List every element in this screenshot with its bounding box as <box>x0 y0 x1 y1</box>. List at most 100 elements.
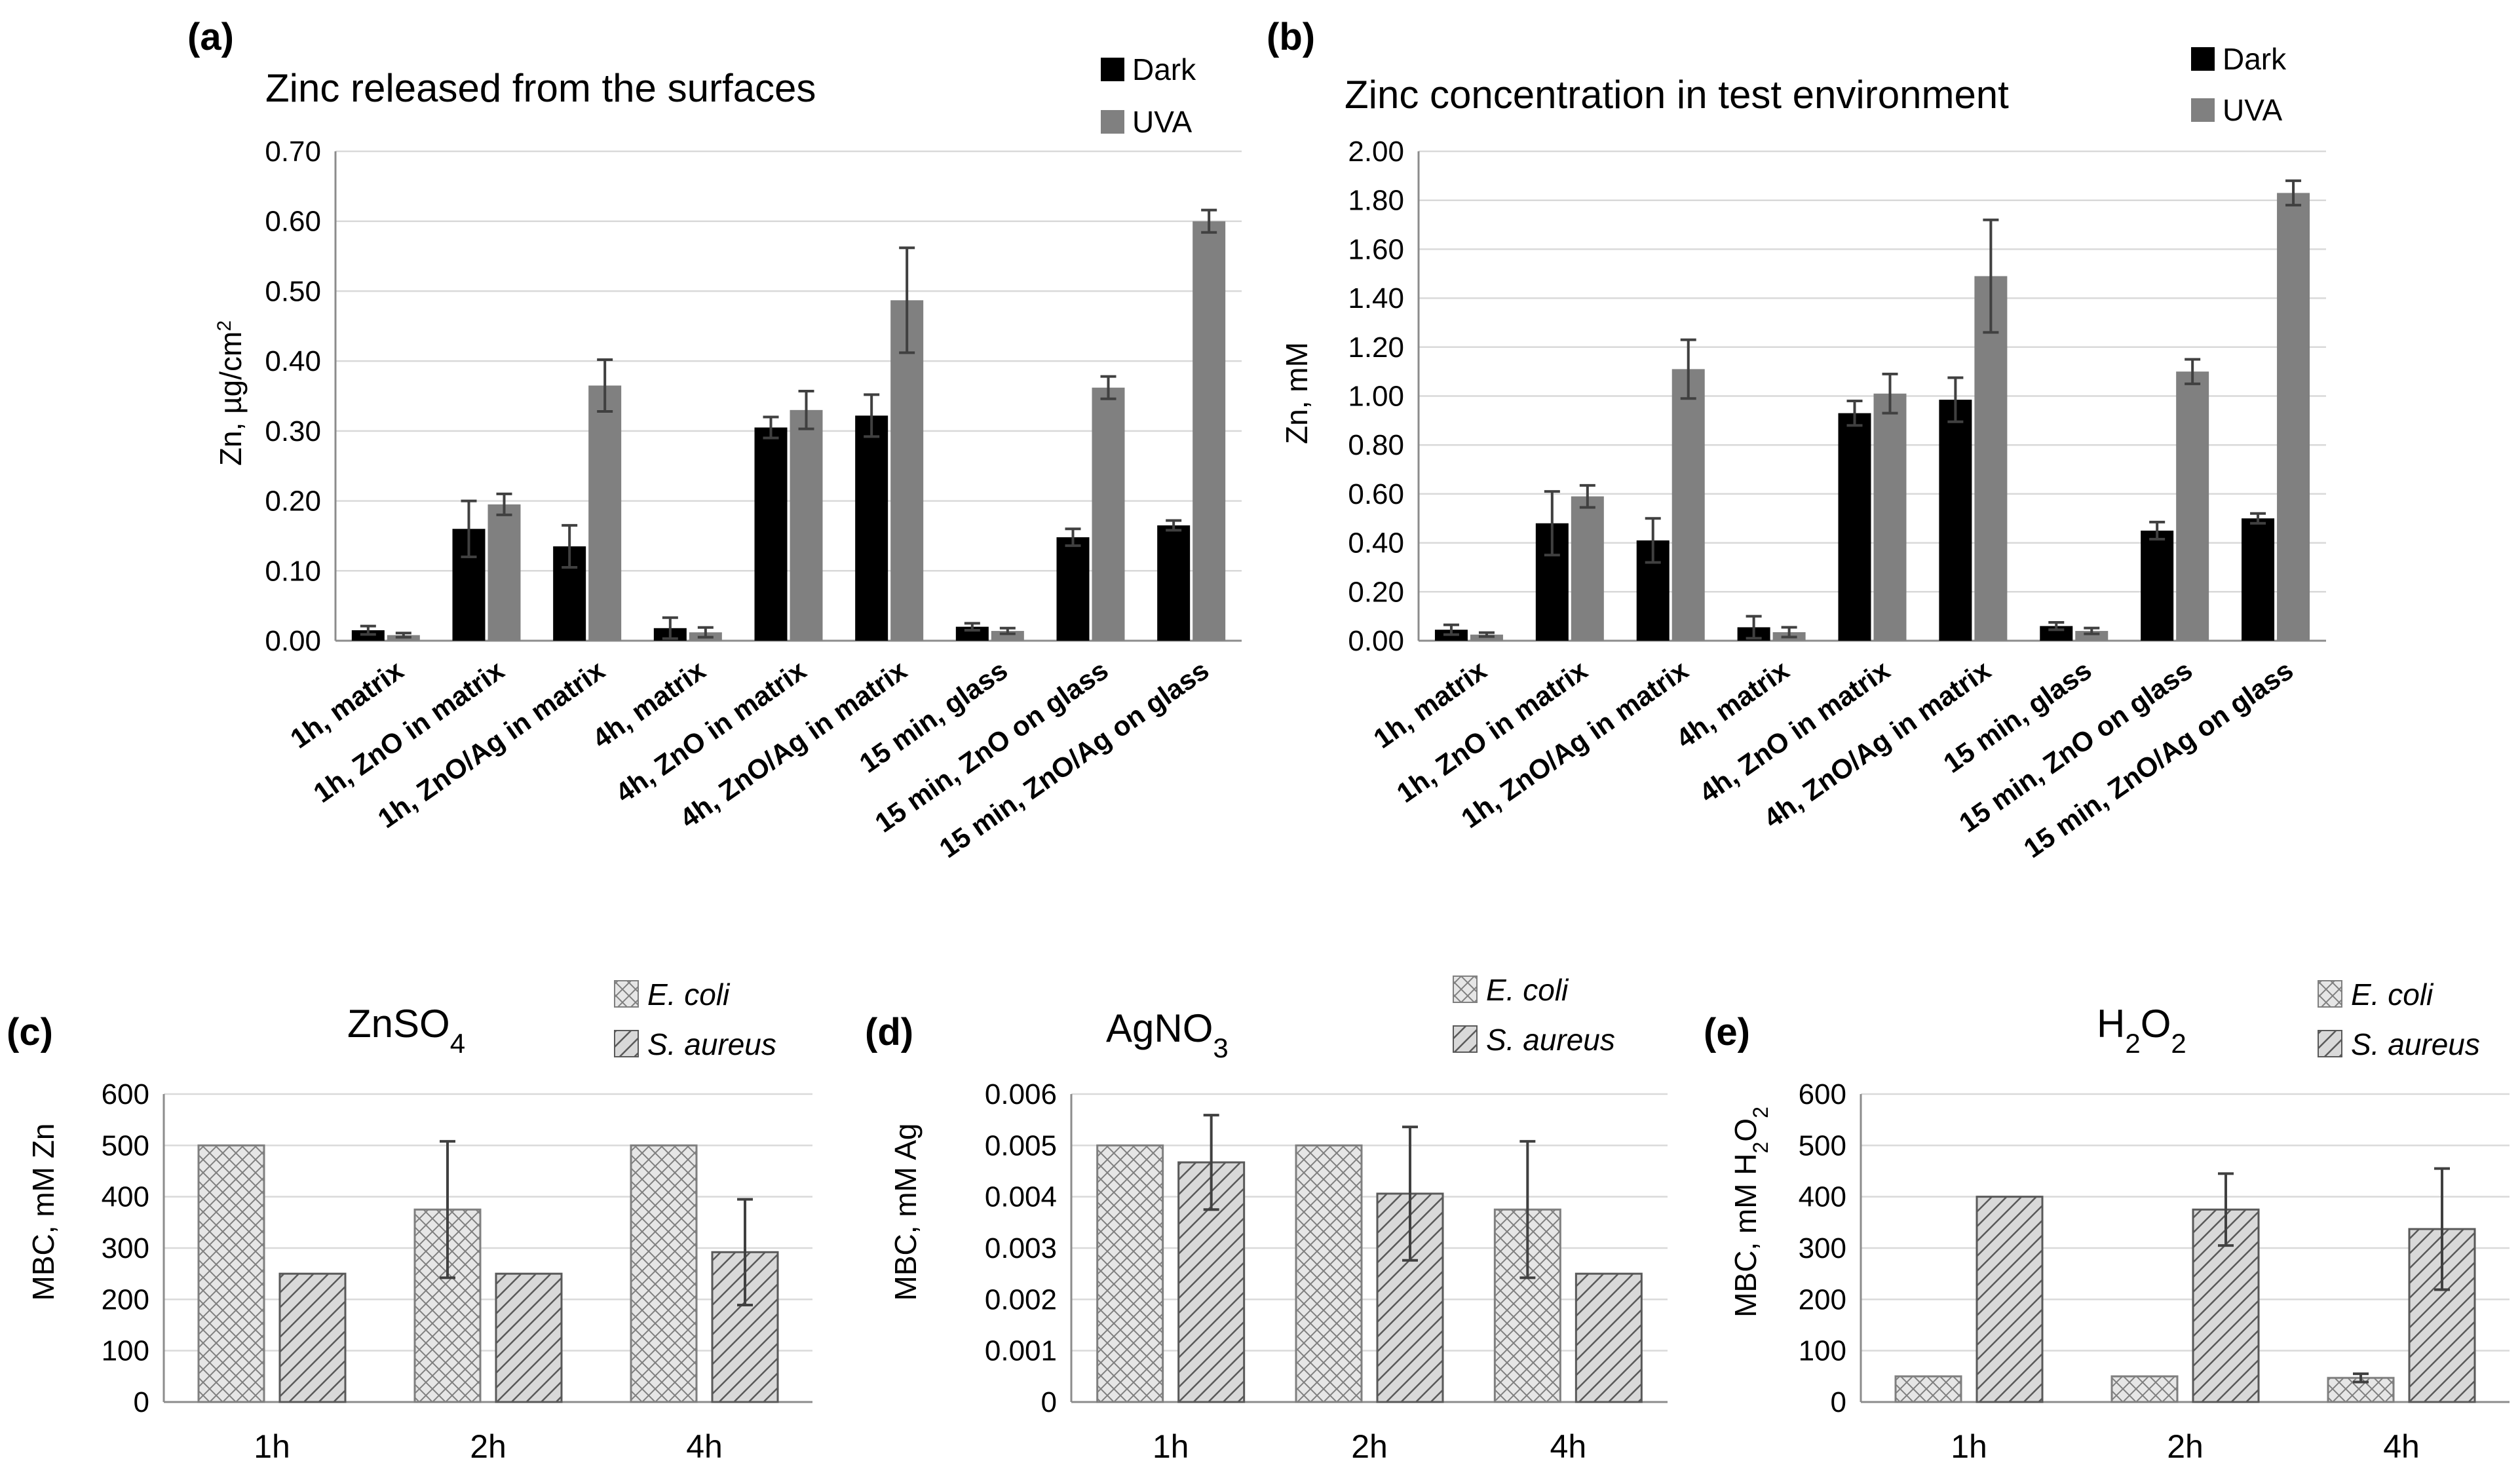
bar-uva-8 <box>1193 221 1226 641</box>
bar-e-coli-2 <box>630 1144 698 1403</box>
bar-uva-5 <box>1974 276 2008 641</box>
y-tick-label: 1.20 <box>1348 332 1404 364</box>
y-tick-label: 0.40 <box>265 345 321 377</box>
bar-uva-4 <box>1873 393 1907 641</box>
panel-e-ylabel-p1: MBC, mM H <box>1728 1153 1763 1317</box>
y-tick-label: 1.40 <box>1348 282 1404 314</box>
x-category-label: 4h <box>686 1428 723 1465</box>
legend-label-dark: Dark <box>1132 52 1196 86</box>
legend-label-saureus: S. aureus <box>1486 1023 1615 1057</box>
panel-a-ylabel-sup: 2 <box>214 320 235 332</box>
panel-c-title: ZnSO4 <box>347 1002 465 1059</box>
bar-s-aureus-0 <box>278 1272 347 1403</box>
panel-a-ylabel-text: Zn, µg/cm <box>214 332 248 466</box>
y-tick-label: 0.00 <box>1348 625 1404 657</box>
panel-e-title-s2: 2 <box>2171 1028 2186 1059</box>
panel-c-title-text: ZnSO <box>347 1002 450 1046</box>
y-tick-label: 0.60 <box>265 206 321 238</box>
y-tick-label: 0.80 <box>1348 429 1404 461</box>
panel-e-ylabel: MBC, mM H2O2 <box>1728 1107 1772 1317</box>
y-tick-label: 0.002 <box>985 1283 1057 1316</box>
y-tick-label: 0.30 <box>265 415 321 447</box>
panel-d-ylabel: MBC, mM Ag <box>888 1124 923 1301</box>
panel-e-ylabel-s1: 2 <box>1749 1142 1772 1154</box>
bar-uva-1 <box>1571 496 1604 641</box>
legend-label-ecoli: E. coli <box>1486 973 1569 1007</box>
bar-s-aureus-1 <box>495 1272 563 1403</box>
bar-uva-6 <box>2075 631 2109 641</box>
legend-label-uva: UVA <box>1132 105 1192 139</box>
bar-dark-6 <box>955 626 989 641</box>
panel-c-title-sub: 4 <box>450 1028 465 1059</box>
y-tick-label: 300 <box>102 1232 149 1264</box>
legend-label-dark: Dark <box>2223 42 2287 76</box>
bar-e-coli-0 <box>1894 1375 1962 1403</box>
x-category-label: 4h <box>2383 1428 2420 1465</box>
y-tick-label: 600 <box>1799 1078 1846 1110</box>
panel-d-title: AgNO3 <box>1106 1006 1229 1063</box>
legend-label-saureus: S. aureus <box>2351 1027 2480 1061</box>
x-category-label: 2h <box>2167 1428 2204 1465</box>
bar-dark-4 <box>754 427 788 641</box>
legend-swatch-saureus <box>614 1030 639 1057</box>
bar-uva-7 <box>2176 371 2209 641</box>
y-tick-label: 0 <box>1831 1386 1846 1418</box>
panel-a-label: (a) <box>187 16 234 58</box>
y-tick-label: 1.80 <box>1348 185 1404 217</box>
bar-dark-5 <box>1939 400 1972 641</box>
panel-e-title: H2O2 <box>2097 1002 2186 1059</box>
panel-e-plot: 0 100 200 300 400 500 600 1h 2h 4h <box>1799 1078 2510 1465</box>
bar-e-coli-1 <box>2110 1375 2179 1403</box>
bar-e-coli-0 <box>197 1144 265 1403</box>
y-tick-label: 400 <box>1799 1181 1846 1213</box>
bar-s-aureus-0 <box>1976 1196 2044 1403</box>
y-tick-label: 200 <box>1799 1283 1846 1316</box>
panel-b-ylabel: Zn, mM <box>1280 342 1314 444</box>
y-tick-label: 0.005 <box>985 1129 1057 1162</box>
x-category-label: 2h <box>470 1428 506 1465</box>
bar-dark-8 <box>2242 518 2275 641</box>
y-tick-label: 100 <box>1799 1335 1846 1367</box>
panel-d-legend: E. coli S. aureus <box>1453 973 1615 1057</box>
panel-e-title-p1: H <box>2097 1002 2125 1046</box>
x-category-label: 1h <box>1153 1428 1189 1465</box>
x-category-label: 1h <box>1951 1428 1987 1465</box>
legend-swatch-saureus <box>2318 1030 2342 1057</box>
bar-e-coli-1 <box>1295 1144 1363 1403</box>
y-tick-label: 500 <box>1799 1129 1846 1162</box>
y-tick-label: 0.001 <box>985 1335 1057 1367</box>
y-tick-label: 300 <box>1799 1232 1846 1264</box>
bar-uva-4 <box>790 409 823 641</box>
y-tick-label: 500 <box>102 1129 149 1162</box>
bar-uva-1 <box>487 504 521 641</box>
panel-a: (a) Zinc released from the surfaces Dark… <box>187 16 1242 863</box>
legend-swatch-ecoli <box>1453 976 1478 1003</box>
panel-e-title-s1: 2 <box>2125 1028 2140 1059</box>
panel-c: (c) ZnSO4 E. coli S. aureus MBC, mM Zn 0… <box>7 977 812 1465</box>
panel-b-plot: 0.00 0.20 0.40 0.60 0.80 1.00 1.20 1.40 1.60 1.80… <box>1348 136 2326 863</box>
legend-label-ecoli: E. coli <box>647 977 731 1012</box>
x-category-label: 2h <box>1351 1428 1388 1465</box>
bar-dark-6 <box>2040 626 2073 641</box>
x-category-label: 4h <box>1550 1428 1587 1465</box>
legend-swatch-saureus <box>1453 1025 1478 1053</box>
bar-uva-5 <box>890 300 924 641</box>
bar-dark-7 <box>1056 537 1090 641</box>
panel-e-label: (e) <box>1704 1011 1750 1053</box>
panel-d-label: (d) <box>865 1011 913 1053</box>
panel-b-legend: Dark UVA <box>2191 42 2287 127</box>
bar-e-coli-0 <box>1096 1144 1164 1403</box>
bar-dark-4 <box>1838 413 1871 641</box>
bar-dark-7 <box>2141 530 2174 641</box>
panel-e-ylabel-s2: 2 <box>1749 1107 1772 1118</box>
panel-d-title-sub: 3 <box>1213 1033 1228 1063</box>
x-category-label: 1h <box>254 1428 290 1465</box>
bar-uva-7 <box>1092 387 1125 641</box>
panel-c-legend: E. coli S. aureus <box>614 977 776 1061</box>
y-tick-label: 600 <box>102 1078 149 1110</box>
legend-label-uva: UVA <box>2223 93 2282 127</box>
panel-d-title-text: AgNO <box>1106 1006 1213 1050</box>
y-tick-label: 0 <box>134 1386 149 1418</box>
bar-uva-2 <box>1671 369 1705 641</box>
panel-a-title: Zinc released from the surfaces <box>265 66 816 110</box>
